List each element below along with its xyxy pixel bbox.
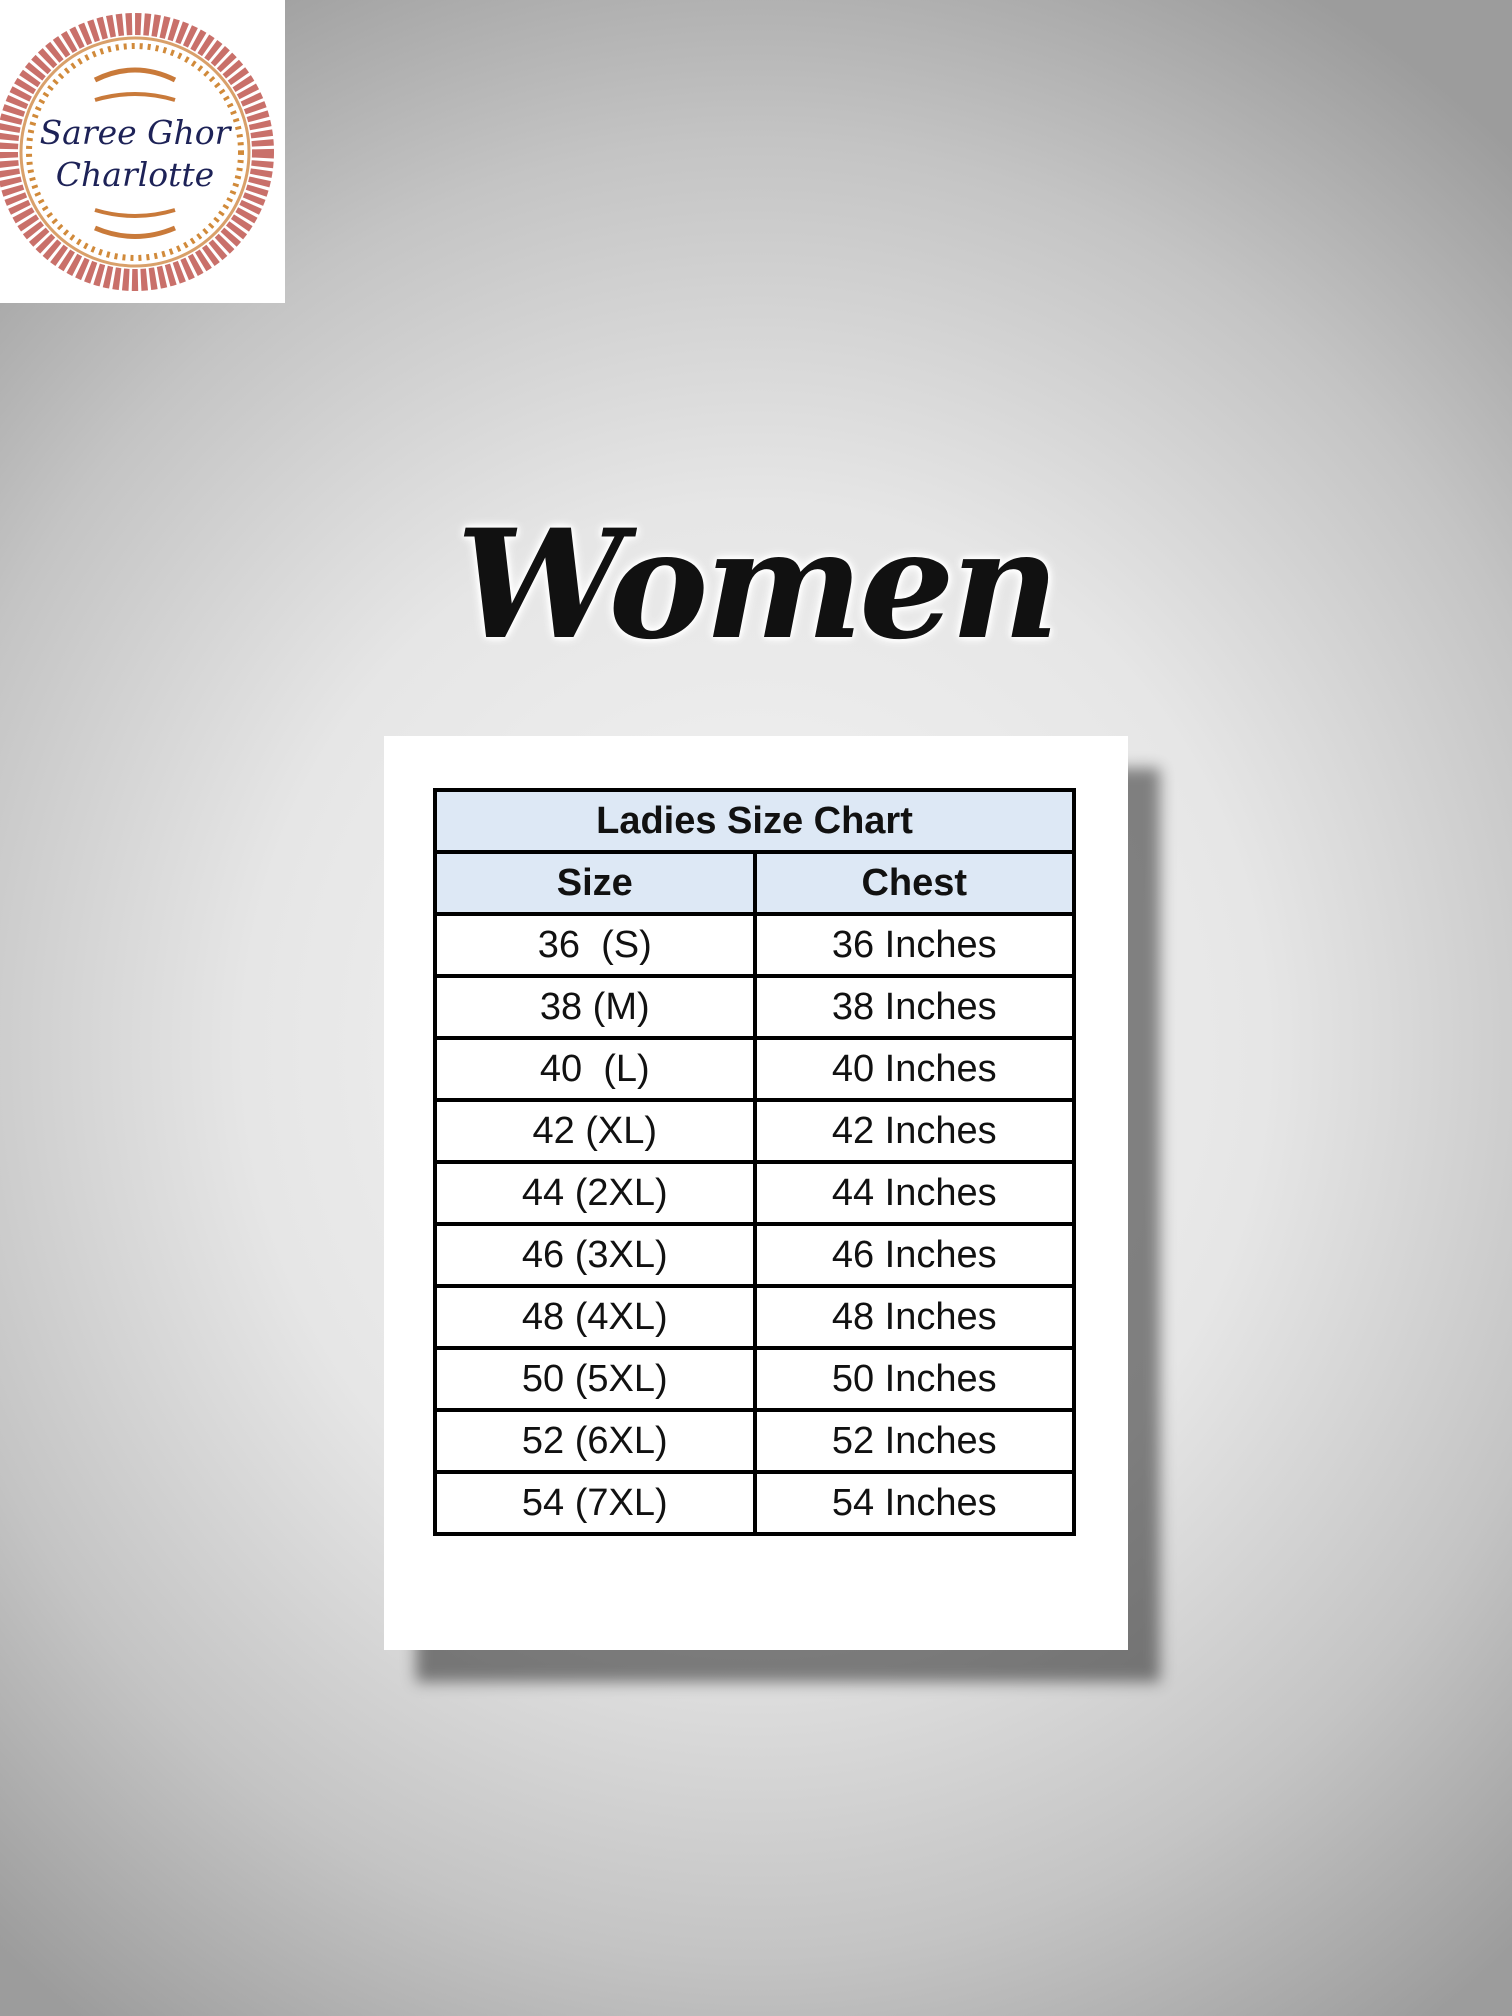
size-cell: 42 (XL) bbox=[433, 1098, 757, 1164]
chest-cell: 38 Inches bbox=[752, 974, 1076, 1040]
logo-line-2: Charlotte bbox=[55, 155, 215, 194]
table-row: 54 (7XL) 54 Inches bbox=[433, 1470, 1076, 1536]
size-cell: 54 (7XL) bbox=[433, 1470, 757, 1536]
chest-cell: 42 Inches bbox=[752, 1098, 1076, 1164]
table-row: 40 (L) 40 Inches bbox=[433, 1036, 1076, 1102]
chest-cell: 54 Inches bbox=[752, 1470, 1076, 1536]
table-row: 42 (XL) 42 Inches bbox=[433, 1098, 1076, 1164]
table-row: 38 (M) 38 Inches bbox=[433, 974, 1076, 1040]
size-chart-card: Ladies Size Chart Size Chest 36 (S) 36 In… bbox=[384, 736, 1128, 1650]
table-row: 52 (6XL) 52 Inches bbox=[433, 1408, 1076, 1474]
size-cell: 52 (6XL) bbox=[433, 1408, 757, 1474]
size-cell: 40 (L) bbox=[433, 1036, 757, 1102]
size-cell: 50 (5XL) bbox=[433, 1346, 757, 1412]
table-row: 46 (3XL) 46 Inches bbox=[433, 1222, 1076, 1288]
table-title: Ladies Size Chart bbox=[433, 788, 1076, 854]
page-heading: Women bbox=[456, 497, 1059, 673]
chest-cell: 48 Inches bbox=[752, 1284, 1076, 1350]
chest-cell: 40 Inches bbox=[752, 1036, 1076, 1102]
chest-cell: 46 Inches bbox=[752, 1222, 1076, 1288]
column-header-size: Size bbox=[433, 850, 757, 916]
chest-cell: 52 Inches bbox=[752, 1408, 1076, 1474]
ornamental-ring-icon bbox=[0, 13, 274, 291]
table-row: 36 (S) 36 Inches bbox=[433, 912, 1076, 978]
size-cell: 38 (M) bbox=[433, 974, 757, 1040]
chest-cell: 36 Inches bbox=[752, 912, 1076, 978]
size-cell: 48 (4XL) bbox=[433, 1284, 757, 1350]
table-row: 50 (5XL) 50 Inches bbox=[433, 1346, 1076, 1412]
size-cell: 36 (S) bbox=[433, 912, 757, 978]
size-cell: 46 (3XL) bbox=[433, 1222, 757, 1288]
size-cell: 44 (2XL) bbox=[433, 1160, 757, 1226]
column-header-chest: Chest bbox=[752, 850, 1076, 916]
chest-cell: 50 Inches bbox=[752, 1346, 1076, 1412]
chest-cell: 44 Inches bbox=[752, 1160, 1076, 1226]
table-row: 48 (4XL) 48 Inches bbox=[433, 1284, 1076, 1350]
table-row: 44 (2XL) 44 Inches bbox=[433, 1160, 1076, 1226]
brand-logo: Saree Ghor Charlotte bbox=[0, 0, 285, 303]
size-chart-table: Ladies Size Chart Size Chest 36 (S) 36 In… bbox=[433, 788, 1076, 1536]
logo-line-1: Saree Ghor bbox=[39, 113, 231, 152]
